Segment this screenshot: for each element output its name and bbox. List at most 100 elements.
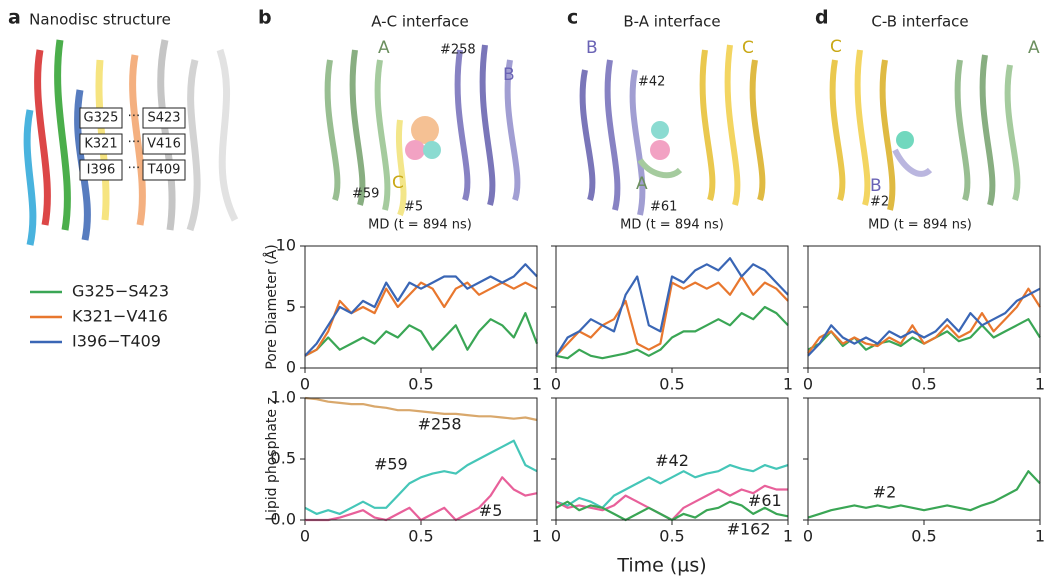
residue-label: #59 bbox=[352, 187, 379, 202]
residue-label: #42 bbox=[638, 75, 665, 90]
series-line bbox=[555, 305, 789, 360]
structure-c bbox=[579, 44, 766, 216]
residue-label: #5 bbox=[404, 200, 423, 215]
panel-title: B-A interface bbox=[623, 13, 720, 31]
residue: K321 bbox=[84, 137, 117, 152]
residue-box bbox=[142, 133, 186, 155]
x-tick-label: 0 bbox=[803, 527, 813, 546]
x-tick-label: 0.5 bbox=[408, 375, 433, 394]
panel-label: b bbox=[258, 7, 272, 29]
structure-b bbox=[324, 44, 521, 217]
panel-label: c bbox=[567, 7, 578, 29]
series-line bbox=[304, 396, 538, 422]
x-tick-label: 0.5 bbox=[408, 527, 433, 546]
legend-label: K321−V416 bbox=[72, 307, 168, 326]
series-line bbox=[807, 287, 1041, 357]
chain-label: B bbox=[503, 65, 515, 85]
series-line bbox=[304, 263, 538, 357]
x-tick-label: 0.5 bbox=[911, 375, 936, 394]
residue: V416 bbox=[147, 137, 181, 152]
panel-label: a bbox=[8, 7, 21, 29]
chain-label: A bbox=[378, 38, 390, 58]
md-note: MD (t = 894 ns) bbox=[368, 218, 472, 233]
plot-frame bbox=[304, 245, 538, 369]
y-axis-label: Lipid phosphate z bbox=[264, 397, 280, 521]
y-axis-label: Pore Diameter (Å) bbox=[263, 244, 280, 369]
x-axis-label: Time (µs) bbox=[616, 555, 706, 577]
dots: ⋯ bbox=[128, 161, 141, 176]
series-label: #59 bbox=[374, 455, 408, 474]
residue-box bbox=[142, 159, 186, 181]
y-tick-label: 0 bbox=[286, 358, 296, 377]
x-tick-label: 0 bbox=[803, 375, 813, 394]
series-line bbox=[555, 257, 789, 357]
residue: G325 bbox=[84, 111, 119, 126]
panel-title: Nanodisc structure bbox=[29, 11, 171, 29]
residue-box bbox=[79, 107, 123, 129]
chain-label: B bbox=[586, 38, 598, 58]
x-tick-label: 1 bbox=[532, 375, 542, 394]
series-label: #5 bbox=[479, 501, 503, 520]
x-tick-label: 0.5 bbox=[659, 375, 684, 394]
chain-label: C bbox=[392, 173, 404, 193]
series-label: #2 bbox=[873, 483, 897, 502]
series-line bbox=[555, 464, 789, 509]
series-line bbox=[304, 281, 538, 357]
residue-label: #61 bbox=[650, 200, 677, 215]
x-tick-label: 1 bbox=[1035, 375, 1045, 394]
plot-frame bbox=[807, 397, 1041, 521]
plot-frame bbox=[555, 245, 789, 369]
md-note: MD (t = 894 ns) bbox=[868, 218, 972, 233]
x-tick-label: 1 bbox=[783, 375, 793, 394]
x-tick-label: 0.5 bbox=[659, 527, 684, 546]
dots: ⋯ bbox=[128, 109, 141, 124]
residue-pairs: G325 ⋯ S423 K321 ⋯ V416 I396 ⋯ T409 bbox=[79, 107, 186, 181]
y-tick-label: 0.0 bbox=[271, 510, 296, 529]
residue-label: #2 bbox=[870, 195, 889, 210]
residue-label: #258 bbox=[440, 43, 476, 58]
x-tick-label: 0 bbox=[551, 375, 561, 394]
legend-label: I396−T409 bbox=[72, 332, 161, 351]
plot-frame bbox=[304, 397, 538, 521]
series-label: #61 bbox=[748, 491, 782, 510]
series-line bbox=[807, 287, 1041, 355]
structure-d bbox=[829, 49, 1021, 211]
md-note: MD (t = 894 ns) bbox=[620, 218, 724, 233]
series-line bbox=[555, 275, 789, 357]
series-line bbox=[807, 318, 1041, 351]
panel-label: d bbox=[815, 7, 829, 29]
dots: ⋯ bbox=[128, 135, 141, 150]
x-tick-label: 0 bbox=[300, 375, 310, 394]
x-tick-label: 1 bbox=[532, 527, 542, 546]
x-tick-label: 0.5 bbox=[911, 527, 936, 546]
series-label: #162 bbox=[727, 519, 771, 538]
residue: T409 bbox=[147, 163, 181, 178]
x-tick-label: 0 bbox=[300, 527, 310, 546]
plot-frame bbox=[555, 397, 789, 521]
plot-frame bbox=[807, 245, 1041, 369]
x-tick-label: 1 bbox=[783, 527, 793, 546]
residue-box bbox=[79, 133, 123, 155]
series-line bbox=[304, 439, 538, 515]
x-tick-label: 0 bbox=[551, 527, 561, 546]
y-tick-label: 0.5 bbox=[271, 449, 296, 468]
panel-title: A-C interface bbox=[371, 13, 469, 31]
series-line bbox=[304, 312, 539, 357]
residue: S423 bbox=[147, 111, 180, 126]
chain-label: C bbox=[742, 38, 754, 58]
residue: I396 bbox=[87, 163, 116, 178]
chain-label: A bbox=[636, 174, 648, 194]
chain-label: B bbox=[870, 176, 882, 196]
series-line bbox=[807, 470, 1041, 519]
y-tick-label: 10 bbox=[276, 236, 296, 255]
chain-label: A bbox=[1028, 38, 1040, 58]
legend-label: G325−S423 bbox=[72, 282, 169, 301]
series-label: #42 bbox=[655, 451, 689, 470]
chain-label: C bbox=[830, 37, 842, 57]
panel-title: C-B interface bbox=[871, 13, 968, 31]
residue-box bbox=[142, 107, 186, 129]
x-tick-label: 1 bbox=[1035, 527, 1045, 546]
series-label: #258 bbox=[418, 414, 462, 433]
residue-box bbox=[79, 159, 123, 181]
